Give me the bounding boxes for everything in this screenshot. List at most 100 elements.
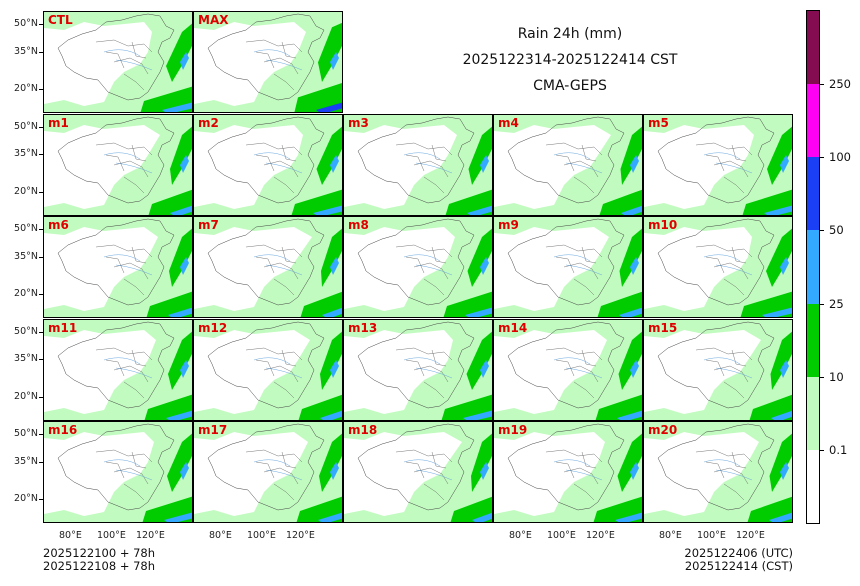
lat-tick-label: 50°N bbox=[14, 18, 38, 29]
river bbox=[253, 49, 303, 71]
dry-area bbox=[654, 331, 748, 360]
province-border bbox=[245, 244, 303, 296]
dry-area bbox=[654, 229, 748, 257]
heavy-rain-area bbox=[780, 257, 789, 275]
panel-label: m2 bbox=[198, 115, 219, 130]
province-border bbox=[95, 39, 153, 91]
init-time-utc: 2025122100 + 78h bbox=[43, 546, 156, 560]
rain-map bbox=[344, 422, 492, 522]
country-border bbox=[507, 116, 625, 203]
light-rain-area bbox=[194, 319, 342, 420]
moderate-rain-area bbox=[468, 126, 492, 185]
rain-map bbox=[44, 319, 192, 420]
river bbox=[253, 152, 303, 173]
heavy-rain-area bbox=[480, 462, 489, 480]
lat-tick-label: 35°N bbox=[14, 45, 38, 57]
moderate-rain-area bbox=[620, 126, 642, 185]
province-border bbox=[545, 142, 603, 193]
rain-map bbox=[644, 114, 792, 215]
figure-title: Rain 24h (mm) bbox=[517, 26, 623, 42]
dry-area bbox=[354, 331, 448, 360]
river bbox=[553, 357, 603, 378]
lon-tick-label: 100°E bbox=[247, 530, 276, 541]
colorbar-segment bbox=[807, 230, 819, 304]
heavy-rain-band bbox=[164, 512, 192, 522]
panel-label: m13 bbox=[348, 320, 378, 335]
colorbar-label: 250 bbox=[829, 77, 851, 92]
country-border bbox=[507, 218, 625, 306]
province-border bbox=[95, 449, 153, 501]
dry-area bbox=[54, 434, 148, 462]
moderate-rain-band bbox=[300, 291, 342, 317]
heavy-rain-area bbox=[630, 154, 639, 173]
dry-area bbox=[654, 434, 748, 462]
lat-tick-mark bbox=[39, 434, 43, 435]
country-border bbox=[57, 13, 175, 101]
light-rain-area bbox=[194, 12, 342, 112]
lon-tick-label: 100°E bbox=[547, 530, 576, 541]
rain-map bbox=[44, 217, 192, 317]
lat-tick-label: 50°N bbox=[14, 428, 38, 439]
moderate-rain-area bbox=[766, 228, 792, 287]
rain-map bbox=[194, 217, 342, 317]
panel-label: m8 bbox=[348, 218, 369, 232]
map-panel-m7: m7 bbox=[193, 216, 343, 318]
map-panel-m15: m15 bbox=[643, 318, 793, 421]
heavy-rain-area bbox=[480, 359, 489, 378]
heavy-rain-area bbox=[480, 257, 489, 275]
heavy-rain-area bbox=[330, 52, 339, 70]
rain-map bbox=[344, 114, 492, 215]
moderate-rain-area bbox=[619, 228, 642, 287]
heavy-rain-band bbox=[472, 512, 492, 522]
country-border bbox=[207, 13, 325, 101]
province-border bbox=[695, 347, 753, 398]
moderate-rain-area bbox=[769, 433, 792, 492]
init-time-cst: 2025122108 + 78h bbox=[43, 559, 156, 573]
lat-tick-label: 50°N bbox=[14, 325, 38, 337]
moderate-rain-band bbox=[441, 394, 492, 420]
province-border bbox=[395, 244, 453, 296]
colorbar-label: 50 bbox=[829, 223, 844, 238]
moderate-rain-band bbox=[445, 189, 492, 215]
light-rain-area bbox=[644, 114, 792, 215]
rain-map bbox=[644, 422, 792, 522]
colorbar bbox=[806, 10, 820, 524]
lat-tick-mark bbox=[39, 294, 43, 295]
dry-area bbox=[654, 126, 748, 155]
lat-tick-mark bbox=[39, 51, 43, 53]
dry-area bbox=[504, 434, 598, 462]
heavy-rain-area bbox=[480, 154, 489, 173]
heavy-rain-band bbox=[168, 307, 192, 317]
moderate-rain-band bbox=[450, 496, 492, 522]
dry-area bbox=[54, 229, 148, 257]
map-panel-m13: m13 bbox=[343, 318, 493, 421]
heavy-rain-band bbox=[621, 205, 642, 215]
country-border bbox=[357, 116, 475, 203]
country-border bbox=[207, 116, 325, 203]
country-border bbox=[657, 321, 775, 408]
lat-tick-mark bbox=[39, 126, 43, 128]
river bbox=[103, 357, 153, 378]
dry-area bbox=[354, 229, 448, 257]
country-border bbox=[207, 218, 325, 306]
heavy-rain-band bbox=[313, 205, 342, 215]
river bbox=[403, 459, 453, 481]
moderate-rain-band bbox=[142, 496, 192, 522]
moderate-rain-area bbox=[321, 228, 342, 287]
colorbar-segment bbox=[807, 157, 819, 231]
country-border bbox=[357, 423, 475, 511]
rain-map bbox=[44, 422, 192, 522]
rain-map bbox=[494, 422, 642, 522]
heavy-rain-area bbox=[180, 154, 189, 173]
river bbox=[253, 254, 303, 276]
map-panel-ctl: CTL bbox=[43, 11, 193, 113]
dry-area bbox=[354, 434, 448, 462]
heavy-rain-area bbox=[180, 52, 189, 70]
lon-tick-label: 80°E bbox=[59, 530, 82, 541]
map-panel-m2: m2 bbox=[193, 113, 343, 216]
province-border bbox=[245, 347, 303, 398]
heavy-rain-band bbox=[617, 410, 642, 420]
river bbox=[703, 459, 753, 481]
light-rain-area bbox=[644, 422, 792, 522]
